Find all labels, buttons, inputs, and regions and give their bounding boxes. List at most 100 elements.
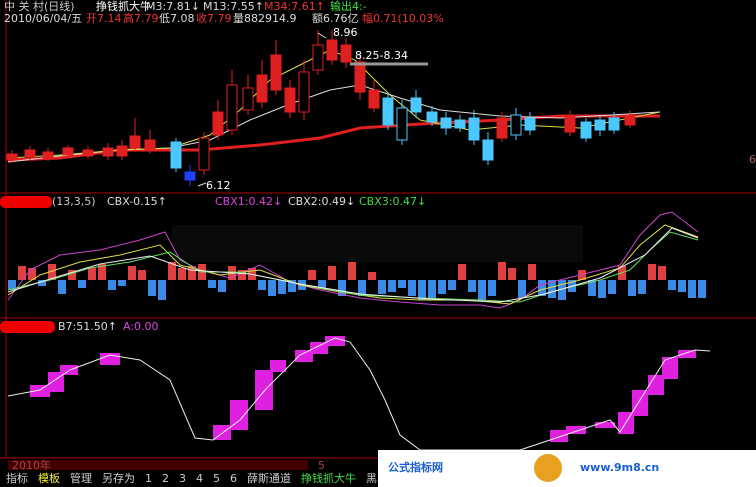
- header: 中 关 村(日线) 挣钱抓大牛 M3:7.81↓ M13:7.55↑ M34:7…: [4, 0, 444, 25]
- candle-body: [382, 97, 394, 126]
- histogram-bar: [448, 280, 456, 290]
- histogram-bar: [88, 268, 96, 280]
- candle-body: [608, 117, 620, 131]
- histogram-bar: [508, 268, 516, 280]
- tab[interactable]: 管理: [70, 471, 92, 485]
- candle-body: [82, 149, 94, 157]
- histogram-bar: [208, 280, 216, 288]
- histogram-bar: [358, 280, 366, 296]
- tab[interactable]: 模板: [38, 471, 60, 485]
- candle-body: [298, 71, 310, 113]
- histogram-bar: [388, 280, 396, 292]
- annotation: 8.25-8.34: [355, 49, 408, 62]
- step-blocks: [30, 336, 696, 442]
- candle-body: [440, 117, 452, 129]
- indicator-badge: [0, 196, 52, 208]
- tab[interactable]: 指标: [6, 471, 28, 485]
- date-bar: [8, 460, 308, 470]
- histogram-bar: [308, 270, 316, 280]
- candles: [6, 30, 636, 186]
- oscillator-line: [7, 337, 711, 451]
- indicator-value: CBX2:0.49↓: [288, 195, 355, 208]
- histogram-bar: [488, 280, 496, 296]
- axis-label: 6: [749, 153, 756, 166]
- histogram-bar: [468, 280, 476, 292]
- formula-name: 挣钱抓大牛: [96, 0, 151, 13]
- indicator-value: CBX-0.15↑: [107, 195, 167, 208]
- indicator-badge: [0, 321, 55, 333]
- quote-low: 低7.08: [159, 12, 195, 25]
- histogram-bar: [8, 280, 16, 290]
- quote-volume: 量882914.9: [233, 12, 297, 25]
- candle-body: [42, 151, 54, 159]
- candle-body: [482, 139, 494, 161]
- histogram-bar: [428, 280, 436, 298]
- tab[interactable]: 6: [230, 472, 237, 485]
- histogram-bar: [178, 268, 186, 280]
- histogram-bar: [48, 264, 56, 280]
- quote-high: 高7.79: [123, 11, 159, 25]
- histogram-bar: [558, 280, 566, 300]
- histogram-bar: [698, 280, 706, 298]
- histogram-bar: [28, 268, 36, 280]
- histogram-bar: [168, 262, 176, 280]
- ma-value: M13:7.55↑: [203, 0, 264, 13]
- candle-body: [326, 39, 338, 61]
- candle-body: [24, 149, 36, 158]
- candle-body: [396, 107, 408, 141]
- tab[interactable]: 挣钱抓大牛: [301, 471, 356, 485]
- quote-amount: 额6.76亿: [312, 12, 359, 25]
- histogram-bar: [68, 270, 76, 280]
- indicator-value: CBX3:0.47↓: [359, 195, 426, 208]
- candle-body: [468, 117, 480, 141]
- candle-body: [426, 111, 438, 123]
- histogram-bar: [158, 280, 166, 300]
- tab[interactable]: 另存为: [102, 471, 135, 485]
- histogram-bar: [138, 270, 146, 280]
- histogram-bar: [608, 280, 616, 294]
- histogram-bar: [438, 280, 446, 294]
- candle-body: [6, 153, 18, 161]
- candle-body: [510, 114, 522, 136]
- tab[interactable]: 2: [162, 472, 169, 485]
- indicator-value: CBX1:0.42↓: [215, 195, 282, 208]
- watermark-bg: [378, 450, 756, 487]
- annotation-lines: [197, 32, 428, 187]
- histogram-bar: [408, 280, 416, 296]
- candle-body: [354, 61, 366, 93]
- candle-body: [624, 114, 636, 126]
- histogram: [8, 262, 706, 300]
- histogram-bar: [118, 280, 126, 286]
- histogram-bar: [38, 280, 46, 286]
- histogram-bar: [218, 280, 226, 292]
- date-label: 2010年: [12, 458, 51, 472]
- candle-body: [129, 135, 141, 149]
- histogram-bar: [498, 262, 506, 280]
- tab[interactable]: 4: [196, 472, 203, 485]
- candle-body: [62, 147, 74, 156]
- annotation: 8.96: [333, 26, 358, 39]
- tab[interactable]: 5: [213, 472, 220, 485]
- candle-body: [564, 115, 576, 133]
- tab[interactable]: 薛斯通道: [247, 471, 291, 485]
- quote-change: 幅0.71(10.03%: [362, 12, 444, 25]
- candle-body: [410, 97, 422, 113]
- histogram-bar: [288, 280, 296, 292]
- candle-body: [170, 141, 182, 169]
- histogram-bar: [278, 280, 286, 294]
- quote-close: 收7.79: [196, 11, 232, 25]
- histogram-bar: [658, 266, 666, 280]
- candle-body: [256, 74, 268, 103]
- date-label: 5: [318, 459, 325, 472]
- oscillator-lines: [7, 211, 699, 309]
- stock-name: 中 关 村(日线): [4, 0, 75, 13]
- tab[interactable]: 3: [179, 472, 186, 485]
- candle-body: [116, 145, 128, 157]
- histogram-bar: [128, 266, 136, 280]
- candle-body: [580, 121, 592, 139]
- tab[interactable]: 1: [145, 472, 152, 485]
- watermark-logo: [534, 454, 562, 482]
- histogram-bar: [598, 280, 606, 298]
- candle-body: [226, 84, 238, 131]
